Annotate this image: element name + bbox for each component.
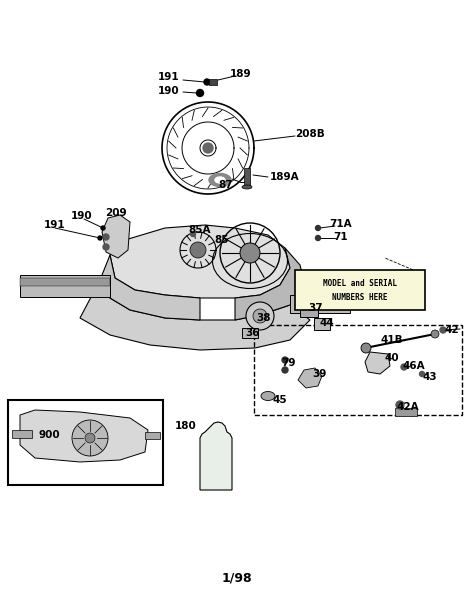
Bar [8,400,163,485]
Text: 189: 189 [230,69,252,79]
Polygon shape [298,368,322,388]
Text: 39: 39 [313,369,327,379]
Circle shape [253,309,267,323]
Text: 42: 42 [445,325,459,335]
Bar [209,79,217,85]
Circle shape [203,143,213,153]
Bar [254,325,462,415]
Circle shape [204,79,210,85]
Bar [12,430,32,438]
Text: 41B: 41B [381,335,403,345]
Circle shape [103,234,109,240]
Text: 45: 45 [273,395,287,405]
Text: 1/98: 1/98 [222,572,252,585]
Ellipse shape [215,177,225,183]
Polygon shape [235,248,305,320]
Circle shape [282,357,288,363]
Circle shape [246,302,274,330]
Text: 87: 87 [219,180,233,190]
Bar [395,408,417,416]
Bar [145,432,160,439]
Circle shape [197,90,203,96]
Text: 44: 44 [319,318,334,328]
Circle shape [72,420,108,456]
Bar [242,328,258,338]
Circle shape [316,225,320,230]
Bar [20,275,110,297]
Text: 208B: 208B [295,129,325,139]
Bar [300,305,318,317]
Text: 85: 85 [215,235,229,245]
Text: 191: 191 [158,72,180,82]
Circle shape [98,236,102,240]
Text: 43: 43 [423,372,438,382]
Text: 40: 40 [385,353,399,363]
Polygon shape [200,422,232,490]
Circle shape [316,236,320,241]
Ellipse shape [242,185,252,189]
Circle shape [419,371,425,376]
Ellipse shape [209,174,231,187]
Text: MODEL and SERIAL: MODEL and SERIAL [323,279,397,289]
Circle shape [190,242,206,258]
Text: 37: 37 [309,303,323,313]
Circle shape [401,364,407,370]
Circle shape [191,231,195,236]
Text: 36: 36 [246,328,260,338]
Bar [314,318,330,330]
Circle shape [431,330,439,338]
Polygon shape [80,280,310,350]
Text: 191: 191 [44,220,66,230]
Text: 85A: 85A [189,225,211,235]
Text: 209: 209 [105,208,127,218]
Bar [244,168,250,186]
Circle shape [440,327,446,333]
Text: 38: 38 [257,313,271,323]
Circle shape [103,244,109,250]
Text: 71A: 71A [330,219,352,229]
Circle shape [361,343,371,353]
Text: 190: 190 [158,86,180,96]
Text: 42A: 42A [397,402,419,412]
Polygon shape [102,215,130,258]
Text: 79: 79 [282,358,296,368]
Text: NUMBERS HERE: NUMBERS HERE [332,293,388,301]
Circle shape [101,226,105,230]
Ellipse shape [261,392,275,400]
Circle shape [85,433,95,443]
Text: 46A: 46A [403,361,425,371]
Text: 900: 900 [38,430,60,440]
Text: 180: 180 [175,421,197,431]
Bar [290,295,350,313]
Polygon shape [20,410,148,462]
Polygon shape [365,352,390,374]
Polygon shape [100,255,200,320]
Polygon shape [110,225,290,298]
Bar [295,270,425,310]
Bar [20,278,110,286]
Text: 190: 190 [71,211,93,221]
Circle shape [396,401,404,409]
Text: 71: 71 [334,232,348,242]
Circle shape [240,243,260,263]
Circle shape [282,367,288,373]
Text: 189A: 189A [270,172,300,182]
